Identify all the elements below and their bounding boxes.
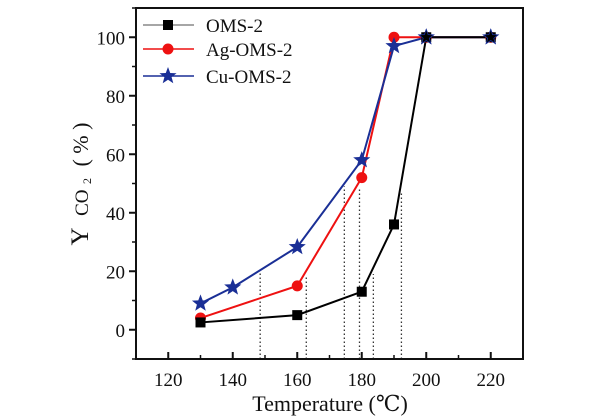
legend-item-cu-oms-2: Cu-OMS-2: [143, 67, 292, 88]
legend-label: Ag-OMS-2: [206, 40, 293, 61]
series-markers: [191, 28, 500, 328]
y-tick-label: 40: [106, 204, 125, 225]
y-axis-title: Y CO 2 ( % ): [67, 123, 96, 246]
dotted-drop-lines: [259, 186, 403, 359]
legend-marker-square-icon: [163, 20, 173, 30]
x-tick-label: 120: [154, 370, 183, 391]
data-point-oms-2: [484, 30, 497, 43]
data-point-oms-2: [420, 30, 433, 43]
legend: OMS-2 Ag-OMS-2 Cu-OMS-2: [143, 16, 293, 88]
y-axis-ticks: 0 20 40 60 80 100: [97, 7, 136, 360]
plot-frame: [135, 7, 524, 360]
x-axis-ticks: 120 140 160 180 200 220: [135, 352, 524, 391]
x-tick-label: 200: [412, 370, 441, 391]
data-point-oms-2: [389, 219, 399, 230]
svg-text:Y CO 2 ( % ): Y CO 2 ( % ): [67, 123, 96, 246]
y-tick-label: 0: [116, 321, 126, 342]
x-tick-label: 180: [348, 370, 377, 391]
legend-label: OMS-2: [206, 16, 263, 37]
data-point-cu-oms-2: [191, 294, 210, 311]
legend-label: Cu-OMS-2: [206, 67, 292, 88]
data-point-oms-2: [356, 286, 367, 297]
legend-marker-circle-icon: [162, 43, 174, 55]
y-axis-title-main: Y: [67, 227, 94, 245]
x-tick-label: 160: [283, 370, 312, 391]
data-point-cu-oms-2: [353, 151, 371, 168]
y-tick-label: 80: [106, 87, 125, 108]
data-point-oms-2: [195, 317, 206, 328]
legend-item-ag-oms-2: Ag-OMS-2: [143, 40, 293, 61]
y-axis-title-sub: CO: [72, 190, 93, 216]
y-axis-title-unit: ( % ): [68, 123, 93, 167]
data-point-ag-oms-2: [291, 280, 303, 292]
series-line-oms-2: [200, 36, 491, 324]
data-point-cu-oms-2: [385, 37, 403, 54]
data-point-cu-oms-2: [288, 237, 306, 255]
legend-item-oms-2: OMS-2: [143, 16, 263, 37]
x-axis-title: Temperature (℃): [252, 391, 408, 416]
y-tick-label: 20: [106, 262, 125, 283]
y-axis-title-subscript: 2: [80, 178, 94, 184]
x-tick-label: 140: [219, 370, 248, 391]
x-tick-label: 220: [477, 370, 506, 391]
y-tick-label: 60: [106, 145, 125, 166]
data-point-ag-oms-2: [356, 172, 368, 184]
y-tick-label: 100: [97, 28, 126, 49]
data-point-cu-oms-2: [224, 278, 242, 295]
legend-marker-star-icon: [159, 67, 177, 84]
data-point-oms-2: [292, 310, 303, 321]
